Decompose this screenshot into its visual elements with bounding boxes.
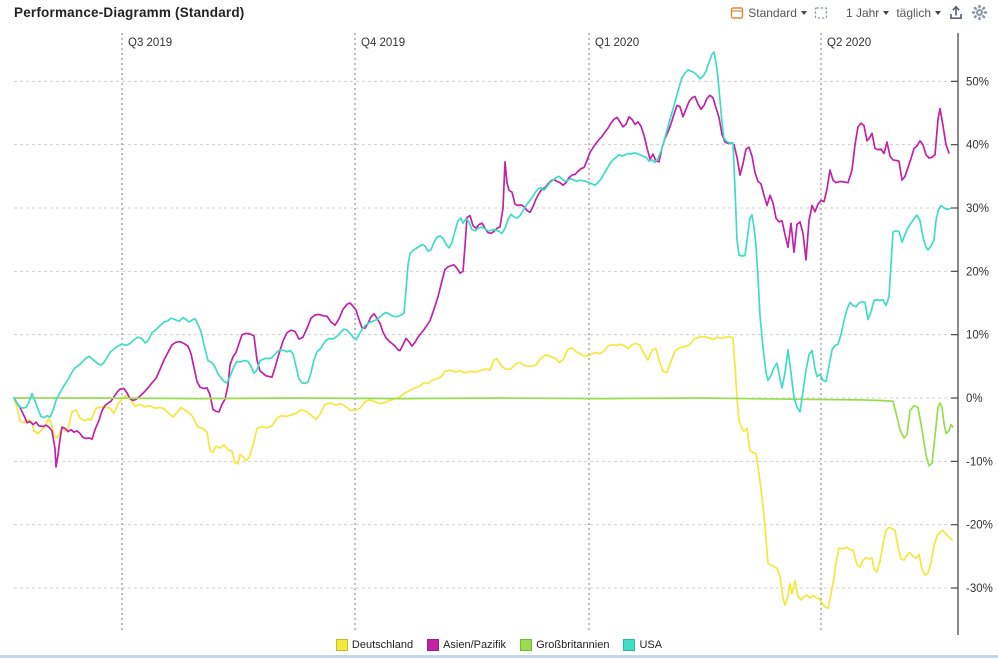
- y-axis-tick-label: 20%: [966, 266, 989, 278]
- legend-swatch: [623, 639, 636, 651]
- legend-swatch: [520, 639, 533, 651]
- y-axis-tick-label: 0%: [966, 393, 983, 405]
- gear-icon[interactable]: [971, 4, 988, 21]
- template-dropdown[interactable]: Standard: [730, 6, 807, 20]
- legend-item-usa[interactable]: USA: [623, 639, 662, 651]
- page-title: Performance-Diagramm (Standard): [14, 5, 245, 20]
- range-dropdown[interactable]: 1 Jahr: [845, 5, 890, 20]
- chart-toolbar: Standard 1 Jahr täglich: [730, 4, 988, 21]
- range-dropdown-label: 1 Jahr: [845, 5, 880, 20]
- legend-swatch: [335, 639, 348, 651]
- legend-item-deutschland[interactable]: Deutschland: [335, 639, 414, 651]
- y-axis-tick-label: 30%: [966, 203, 989, 215]
- chevron-down-icon: [935, 11, 941, 15]
- legend-item-asien-pazifik[interactable]: Asien/Pazifik: [427, 639, 506, 651]
- layout-select-icon[interactable]: [814, 6, 828, 20]
- legend-label: Asien/Pazifik: [443, 639, 507, 651]
- series-line-asien-pazifik: [13, 94, 950, 468]
- legend-swatch: [427, 639, 440, 651]
- template-dropdown-label: Standard: [748, 5, 797, 20]
- series-line-deutschland: [13, 335, 953, 610]
- series-line-gro-britannien: [13, 397, 954, 467]
- x-axis-marker-label: Q3 2019: [128, 37, 172, 49]
- y-axis-tick-label: 10%: [966, 330, 989, 342]
- y-axis-tick-label: 40%: [966, 140, 989, 152]
- chart-plot-area[interactable]: 50% 40% 30% 20% 10% 0% -10% -20% -30% Q3 2019 Q4 2…: [0, 0, 998, 638]
- y-axis-tick-label: -20%: [966, 520, 993, 532]
- y-axis-tick-label: 50%: [966, 76, 989, 88]
- y-axis-tick-label: -10%: [966, 456, 993, 468]
- template-icon: [730, 6, 744, 20]
- legend-label: USA: [639, 639, 663, 651]
- x-axis-marker-label: Q4 2019: [361, 37, 405, 49]
- export-icon[interactable]: [948, 5, 964, 21]
- interval-dropdown[interactable]: täglich: [896, 6, 941, 20]
- legend-item-gro-britannien[interactable]: Großbritannien: [520, 639, 609, 651]
- interval-dropdown-label: täglich: [896, 5, 931, 20]
- legend-label: Großbritannien: [536, 639, 610, 651]
- legend: Deutschland Asien/Pazifik Großbritannien US…: [0, 639, 998, 651]
- series-line-usa: [13, 51, 951, 419]
- widget-bottom-border: [0, 655, 998, 658]
- legend-label: Deutschland: [351, 639, 414, 651]
- y-axis-tick-label: -30%: [966, 583, 993, 595]
- x-axis-marker-label: Q1 2020: [595, 37, 639, 49]
- chevron-down-icon: [800, 11, 807, 15]
- chevron-down-icon: [883, 11, 890, 15]
- x-axis-marker-label: Q2 2020: [827, 37, 871, 49]
